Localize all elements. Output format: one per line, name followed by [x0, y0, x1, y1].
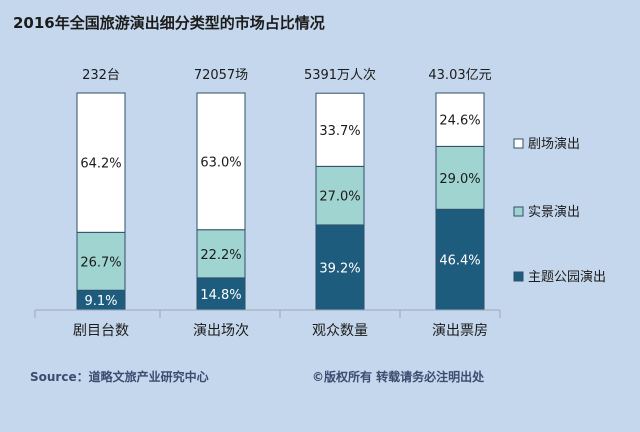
data-label-1-1: 22.2%: [200, 248, 241, 263]
legend-swatch-1: [513, 206, 524, 217]
data-label-2-0: 64.2%: [80, 157, 121, 172]
x-tick-layer: 剧目台数 演出场次 观众数量 演出票房: [34, 310, 501, 339]
bar-segment-2-2: [315, 92, 365, 167]
total-label-3: 43.03亿元: [428, 68, 491, 83]
bar-segment-2-3: [435, 92, 485, 147]
source-note: Source：道略文旅产业研究中心: [30, 370, 209, 384]
data-label-1-3: 29.0%: [439, 172, 480, 187]
data-label-2-2: 33.7%: [319, 124, 360, 139]
data-label-0-1: 14.8%: [200, 288, 241, 303]
bars-layer: [76, 92, 485, 311]
data-label-1-0: 26.7%: [80, 255, 121, 270]
bar-segment-2-1: [196, 92, 246, 231]
chart-title: 2016年全国旅游演出细分类型的市场占比情况: [13, 14, 325, 32]
legend-swatch-2: [513, 271, 524, 282]
x-tick-label-2: 观众数量: [312, 323, 368, 339]
total-label-1: 72057场: [194, 68, 248, 83]
data-label-0-0: 9.1%: [84, 294, 117, 309]
bar-segment-1-2: [315, 165, 365, 226]
legend-label-0: 剧场演出: [528, 136, 580, 152]
legend-swatch-0: [513, 138, 524, 149]
data-label-0-2: 39.2%: [319, 261, 360, 276]
total-label-0: 232台: [82, 68, 120, 83]
bar-segment-0-3: [435, 208, 485, 311]
bar-segment-1-3: [435, 145, 485, 210]
legend-label-1: 实景演出: [528, 204, 580, 220]
legend-label-2: 主题公园演出: [528, 269, 606, 285]
x-tick-label-3: 演出票房: [432, 323, 488, 339]
data-label-0-3: 46.4%: [439, 254, 480, 269]
labels-layer: 9.1% 26.7% 64.2% 232台 14.8% 22.2% 63.0% 72057场 3…: [80, 67, 491, 309]
total-label-2: 5391万人次: [304, 67, 376, 83]
data-label-2-3: 24.6%: [439, 114, 480, 129]
x-tick-label-1: 演出场次: [193, 323, 249, 339]
data-label-2-1: 63.0%: [200, 155, 241, 170]
data-label-1-2: 27.0%: [319, 190, 360, 205]
bar-segment-2-0: [76, 92, 126, 233]
x-tick-label-0: 剧目台数: [73, 323, 129, 339]
copyright-note: ©版权所有 转载请务必注明出处: [312, 370, 485, 384]
bar-segment-1-0: [76, 231, 126, 291]
